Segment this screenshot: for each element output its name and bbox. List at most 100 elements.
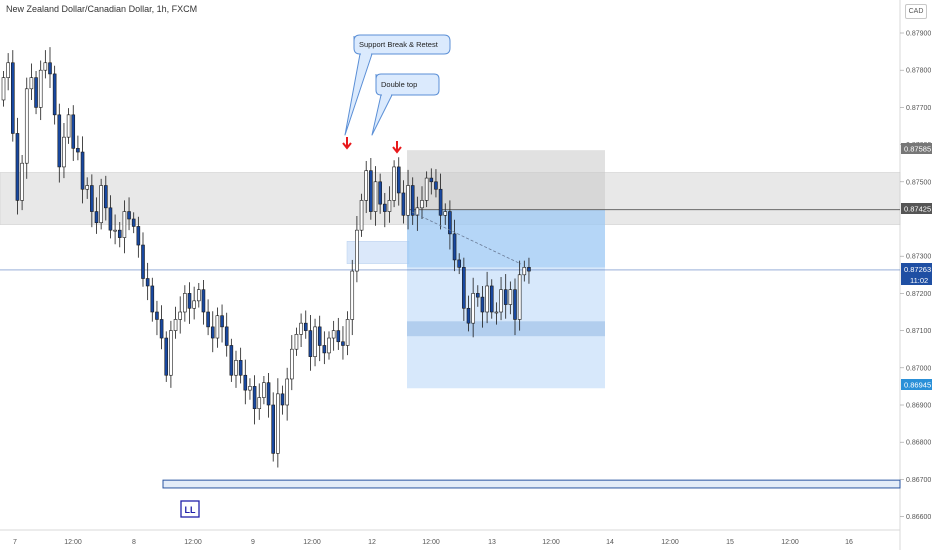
candle-bear	[210, 326, 215, 339]
time-tick-label: 15	[726, 539, 734, 546]
candle-bull	[20, 162, 24, 201]
candle-bull	[248, 386, 252, 391]
price-tick-label: 0.87900	[906, 31, 931, 38]
price-tick-label: 0.87000	[906, 365, 931, 372]
time-tick-label: 12:00	[64, 539, 82, 546]
price-tick-label: 0.86600	[906, 514, 931, 521]
candle-bear	[220, 315, 224, 328]
candle-bull	[406, 185, 410, 216]
candle-bull	[257, 397, 262, 410]
annotation-support-break-text: Support Break & Retest	[359, 40, 439, 49]
candle-bear	[336, 330, 341, 343]
candle-bull	[285, 378, 289, 406]
ll-label[interactable]: LL	[180, 500, 200, 518]
candle-bear	[90, 185, 94, 212]
time-tick-label: 12:00	[303, 539, 321, 546]
candle-bear	[434, 181, 438, 190]
candle-bear	[94, 211, 99, 224]
time-tick-label: 16	[845, 539, 853, 546]
position-target-band	[407, 321, 605, 337]
candle-bull	[169, 330, 173, 376]
time-tick-label: 12	[368, 539, 376, 546]
time-tick-label: 9	[251, 539, 255, 546]
candle-bear	[452, 233, 457, 261]
candle-bear	[76, 148, 80, 153]
candle-bear	[341, 341, 345, 346]
time-tick-label: 12:00	[661, 539, 679, 546]
time-tick-label: 12:00	[184, 539, 202, 546]
price-tick-label: 0.86700	[906, 477, 931, 484]
candle-bear	[15, 133, 20, 201]
candle-bull	[6, 62, 10, 78]
price-tick-label: 0.87300	[906, 254, 931, 261]
candle-bull	[364, 170, 369, 201]
candle-bear	[448, 211, 452, 235]
candle-bull	[99, 185, 103, 224]
trend-dashed-line[interactable]	[411, 211, 522, 265]
price-label-upper-text: 0.87585	[904, 145, 931, 154]
candle-bear	[136, 226, 141, 246]
candle-bear	[303, 322, 308, 331]
candle-bull	[499, 289, 503, 313]
price-label-current-text: 0.87263	[904, 265, 931, 274]
time-tick-label: 13	[488, 539, 496, 546]
time-axis[interactable]: 7 12:00 8 12:00 9 12:00 12 12:00 13 12:00 14 12:00 1…	[13, 539, 853, 546]
candle-bull	[262, 382, 266, 398]
price-tick-label: 0.87700	[906, 105, 931, 112]
support-zone-ll[interactable]	[162, 479, 901, 489]
candle-bear	[127, 211, 131, 220]
candle-bull	[471, 293, 475, 324]
time-tick-label: 12:00	[781, 539, 799, 546]
candle-bull	[327, 337, 331, 354]
candle-bear	[401, 192, 406, 216]
candle-bear	[271, 404, 276, 454]
candle-bear	[308, 330, 313, 357]
price-label-entry-text: 0.87425	[904, 205, 931, 214]
candle-bull	[373, 181, 378, 212]
candle-bear	[117, 229, 122, 238]
arrow-down-icon	[392, 141, 402, 154]
candle-bear	[252, 386, 257, 410]
candle-bull	[234, 360, 238, 376]
candle-bull	[355, 229, 359, 272]
candle-bear	[410, 185, 415, 216]
candle-bull	[350, 270, 355, 320]
candle-bear	[466, 307, 471, 324]
candle-bull	[294, 334, 299, 350]
time-tick-label: 12:00	[542, 539, 560, 546]
candle-bear	[80, 151, 85, 190]
annotation-support-break[interactable]: Support Break & Retest	[344, 34, 451, 136]
candle-bull	[62, 136, 66, 168]
ll-label-text: LL	[185, 505, 196, 515]
currency-button[interactable]: CAD	[905, 4, 927, 19]
candle-bear	[280, 393, 285, 406]
candle-bear	[382, 203, 387, 212]
price-label-upper: 0.87585	[901, 143, 932, 154]
candle-bull	[289, 348, 294, 380]
candle-bull	[197, 289, 201, 302]
candle-bear	[513, 289, 517, 320]
candle-bear	[57, 114, 62, 168]
candle-bull	[420, 200, 424, 209]
candle-bull	[29, 77, 34, 90]
candle-bear	[52, 73, 57, 116]
candle-bear	[266, 382, 271, 406]
candle-bull	[387, 200, 392, 212]
countdown-text: 11:02	[910, 276, 928, 285]
candle-bull	[183, 293, 187, 313]
candle-bull	[522, 267, 527, 276]
time-tick-label: 8	[132, 539, 136, 546]
price-tick-label: 0.87500	[906, 179, 931, 186]
annotation-double-top[interactable]: Double top	[371, 73, 440, 136]
candle-bear	[457, 259, 462, 268]
candle-bull	[173, 319, 178, 331]
candle-bull	[415, 207, 420, 216]
price-tick-label: 0.87800	[906, 68, 931, 75]
candle-bull	[38, 69, 43, 108]
candle-bull	[424, 177, 429, 201]
candle-bull	[215, 315, 220, 339]
position-stop-area[interactable]	[407, 150, 605, 210]
candle-bear	[34, 77, 38, 108]
